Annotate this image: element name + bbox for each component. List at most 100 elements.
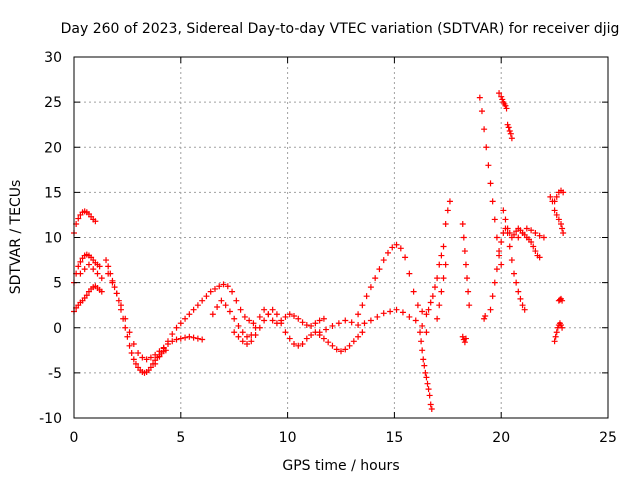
data-point <box>361 320 368 327</box>
data-point <box>320 335 327 342</box>
data-point <box>235 322 242 329</box>
data-point <box>387 308 394 315</box>
data-point <box>295 315 302 322</box>
data-point <box>506 243 513 250</box>
data-point <box>461 248 468 255</box>
data-point <box>438 288 445 295</box>
x-axis-title: GPS time / hours <box>282 458 399 474</box>
data-point <box>265 311 272 318</box>
data-point <box>261 317 268 324</box>
data-point <box>214 303 221 310</box>
data-point <box>218 297 225 304</box>
data-point <box>419 308 426 315</box>
data-point <box>460 234 467 241</box>
data-point <box>507 130 514 137</box>
data-point <box>410 288 417 295</box>
data-point <box>335 320 342 327</box>
data-point <box>482 313 489 320</box>
data-point <box>425 386 432 393</box>
data-point <box>130 356 137 363</box>
data-point <box>442 220 449 227</box>
data-point <box>231 329 238 336</box>
data-point <box>111 284 118 291</box>
series-sat-o <box>434 261 449 322</box>
data-point <box>152 351 159 358</box>
data-point <box>303 335 310 342</box>
data-point <box>282 313 289 320</box>
data-point <box>502 216 509 223</box>
data-point <box>438 252 445 259</box>
data-point <box>239 329 246 336</box>
data-point <box>156 348 163 355</box>
data-point <box>222 302 229 309</box>
data-point <box>233 297 240 304</box>
data-point <box>220 281 227 288</box>
data-point <box>244 333 251 340</box>
data-point <box>177 320 184 327</box>
data-point <box>241 313 248 320</box>
x-tick-label: 20 <box>492 430 510 446</box>
data-point <box>559 297 566 304</box>
data-point <box>434 315 441 322</box>
data-point <box>147 364 154 371</box>
series-sat-s <box>500 207 543 261</box>
y-tick-label: -10 <box>39 411 62 427</box>
data-point <box>244 340 251 347</box>
x-tick-label: 15 <box>385 430 403 446</box>
data-point <box>109 279 116 286</box>
data-point <box>194 302 201 309</box>
data-point <box>506 128 513 135</box>
data-point <box>425 306 432 313</box>
y-tick-label: 15 <box>44 185 62 201</box>
data-point <box>551 338 558 345</box>
data-point <box>418 338 425 345</box>
data-point <box>511 270 518 277</box>
data-point <box>186 333 193 340</box>
data-point <box>440 275 447 282</box>
series-sat-k <box>355 241 430 318</box>
data-point <box>250 320 257 327</box>
data-point <box>126 329 133 336</box>
data-point <box>397 245 404 252</box>
data-point <box>173 324 180 331</box>
data-point <box>393 241 400 248</box>
y-tick-label: 5 <box>53 276 62 292</box>
data-point <box>355 322 362 329</box>
series-sat-h <box>209 297 327 340</box>
data-point <box>503 105 510 112</box>
data-point <box>359 302 366 309</box>
data-point <box>169 331 176 338</box>
y-tick-label: 25 <box>44 95 62 111</box>
data-point <box>152 360 159 367</box>
data-point <box>77 270 84 277</box>
data-point <box>560 229 567 236</box>
data-point <box>316 317 323 324</box>
data-point <box>325 339 332 346</box>
data-point <box>295 342 302 349</box>
data-point <box>252 331 259 338</box>
series-sat-z <box>481 313 489 322</box>
series-sat-g <box>152 281 257 367</box>
data-point <box>483 144 490 151</box>
data-point <box>481 315 488 322</box>
data-point <box>186 311 193 318</box>
data-point <box>256 313 263 320</box>
data-point <box>117 302 124 309</box>
data-point <box>511 231 518 238</box>
data-point <box>502 102 509 109</box>
data-point <box>235 333 242 340</box>
data-point <box>299 340 306 347</box>
data-point <box>499 96 506 103</box>
data-point <box>399 309 406 316</box>
data-point <box>414 302 421 309</box>
data-point <box>199 336 206 343</box>
data-point <box>428 405 435 412</box>
data-point <box>329 322 336 329</box>
data-point <box>342 317 349 324</box>
data-point <box>461 339 468 346</box>
data-point <box>389 244 396 251</box>
data-point <box>444 207 451 214</box>
data-point <box>506 229 513 236</box>
data-point <box>513 279 520 286</box>
